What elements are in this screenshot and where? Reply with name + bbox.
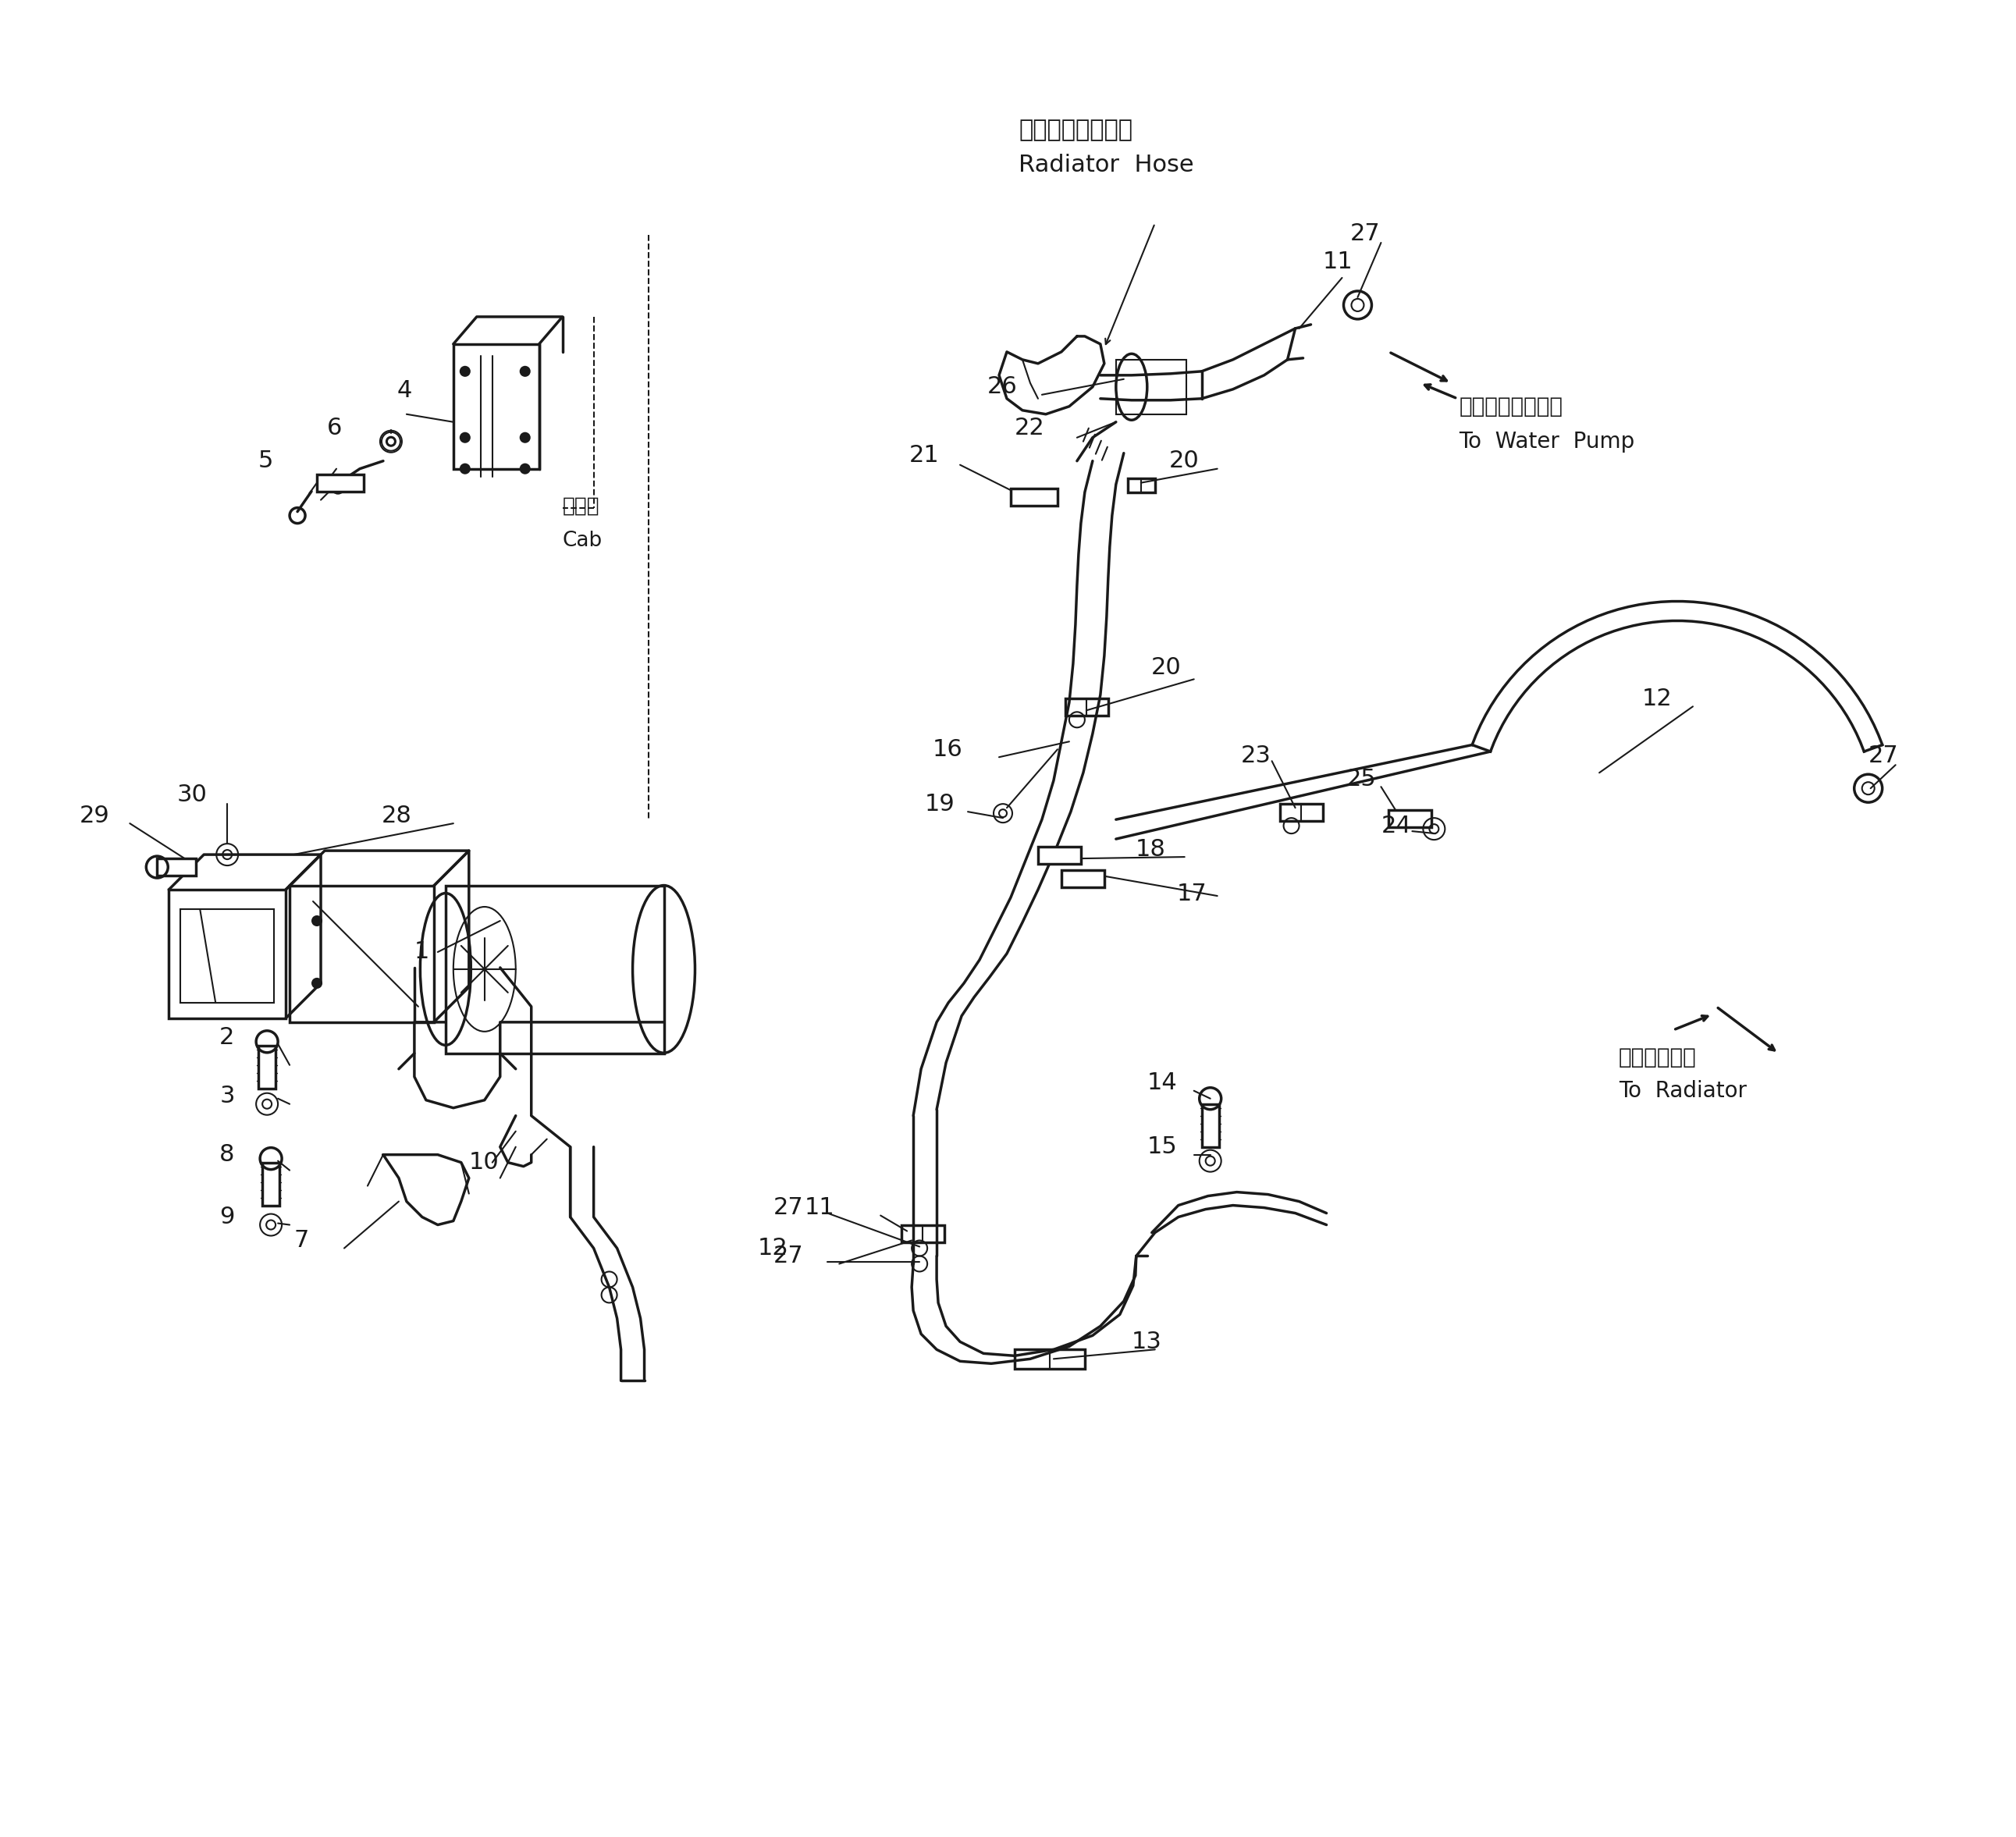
Text: 7: 7 bbox=[294, 1229, 308, 1251]
Bar bbox=[1127, 478, 1155, 492]
Text: 12: 12 bbox=[758, 1236, 788, 1260]
Bar bbox=[317, 474, 363, 490]
Text: 26: 26 bbox=[988, 375, 1018, 399]
Text: 30: 30 bbox=[177, 783, 208, 806]
Circle shape bbox=[520, 465, 530, 474]
Text: 11: 11 bbox=[804, 1196, 835, 1220]
Text: 17: 17 bbox=[1177, 882, 1208, 906]
Text: ラジエータへ: ラジエータへ bbox=[1619, 1047, 1697, 1067]
Text: Radiator  Hose: Radiator Hose bbox=[1018, 154, 1193, 176]
Text: 20: 20 bbox=[1151, 656, 1181, 680]
Text: 24: 24 bbox=[1381, 814, 1411, 838]
Text: 18: 18 bbox=[1135, 838, 1165, 860]
Text: 27: 27 bbox=[1351, 222, 1381, 244]
Text: キャブ: キャブ bbox=[562, 496, 599, 516]
Text: 12: 12 bbox=[1643, 687, 1673, 711]
Bar bbox=[290, 885, 433, 1021]
Text: 10: 10 bbox=[470, 1152, 500, 1174]
Text: 19: 19 bbox=[925, 792, 956, 816]
Text: 8: 8 bbox=[220, 1143, 234, 1166]
Circle shape bbox=[460, 465, 470, 474]
Text: 9: 9 bbox=[220, 1205, 234, 1229]
Text: 27: 27 bbox=[1869, 744, 1899, 766]
Text: Cab: Cab bbox=[562, 531, 603, 551]
Text: 20: 20 bbox=[1169, 450, 1200, 472]
Text: 28: 28 bbox=[381, 805, 411, 827]
Text: 25: 25 bbox=[1347, 768, 1377, 790]
Text: 15: 15 bbox=[1147, 1135, 1177, 1157]
Text: 6: 6 bbox=[327, 417, 343, 439]
Bar bbox=[181, 909, 274, 1003]
Text: ラジエータホース: ラジエータホース bbox=[1018, 118, 1133, 141]
Circle shape bbox=[520, 367, 530, 377]
Text: To  Radiator: To Radiator bbox=[1619, 1080, 1746, 1102]
Circle shape bbox=[312, 917, 323, 926]
Bar bbox=[1280, 805, 1322, 821]
Bar bbox=[1117, 360, 1185, 413]
Text: 11: 11 bbox=[1322, 252, 1353, 274]
Bar bbox=[1064, 698, 1109, 716]
Circle shape bbox=[312, 979, 323, 988]
Text: 27: 27 bbox=[772, 1245, 802, 1268]
Text: 2: 2 bbox=[220, 1027, 234, 1049]
Text: 13: 13 bbox=[1131, 1330, 1161, 1354]
Bar bbox=[1060, 871, 1105, 887]
Circle shape bbox=[460, 434, 470, 443]
Bar bbox=[1014, 1350, 1085, 1369]
Bar bbox=[1202, 1104, 1220, 1146]
Text: 16: 16 bbox=[933, 738, 964, 761]
Circle shape bbox=[460, 367, 470, 377]
Text: 22: 22 bbox=[1014, 417, 1044, 439]
Bar bbox=[169, 889, 286, 1018]
Text: 29: 29 bbox=[79, 805, 109, 827]
Text: 21: 21 bbox=[909, 445, 939, 467]
Bar bbox=[1389, 810, 1431, 827]
Bar bbox=[262, 1163, 280, 1205]
Text: 23: 23 bbox=[1240, 744, 1270, 766]
Bar bbox=[258, 1045, 276, 1088]
Text: 14: 14 bbox=[1147, 1071, 1177, 1095]
Text: ウォータポンプへ: ウォータポンプへ bbox=[1460, 395, 1562, 417]
Bar bbox=[1010, 489, 1058, 505]
Bar bbox=[1038, 847, 1081, 863]
Bar bbox=[901, 1225, 943, 1242]
Circle shape bbox=[520, 434, 530, 443]
Bar bbox=[446, 885, 663, 1053]
Text: 3: 3 bbox=[220, 1086, 234, 1108]
Text: 27: 27 bbox=[772, 1196, 802, 1220]
Bar bbox=[454, 344, 538, 468]
Text: To  Water  Pump: To Water Pump bbox=[1460, 430, 1635, 452]
Text: 4: 4 bbox=[397, 380, 413, 402]
Text: 5: 5 bbox=[258, 450, 274, 472]
Bar bbox=[157, 858, 196, 876]
Text: 1: 1 bbox=[415, 941, 429, 963]
